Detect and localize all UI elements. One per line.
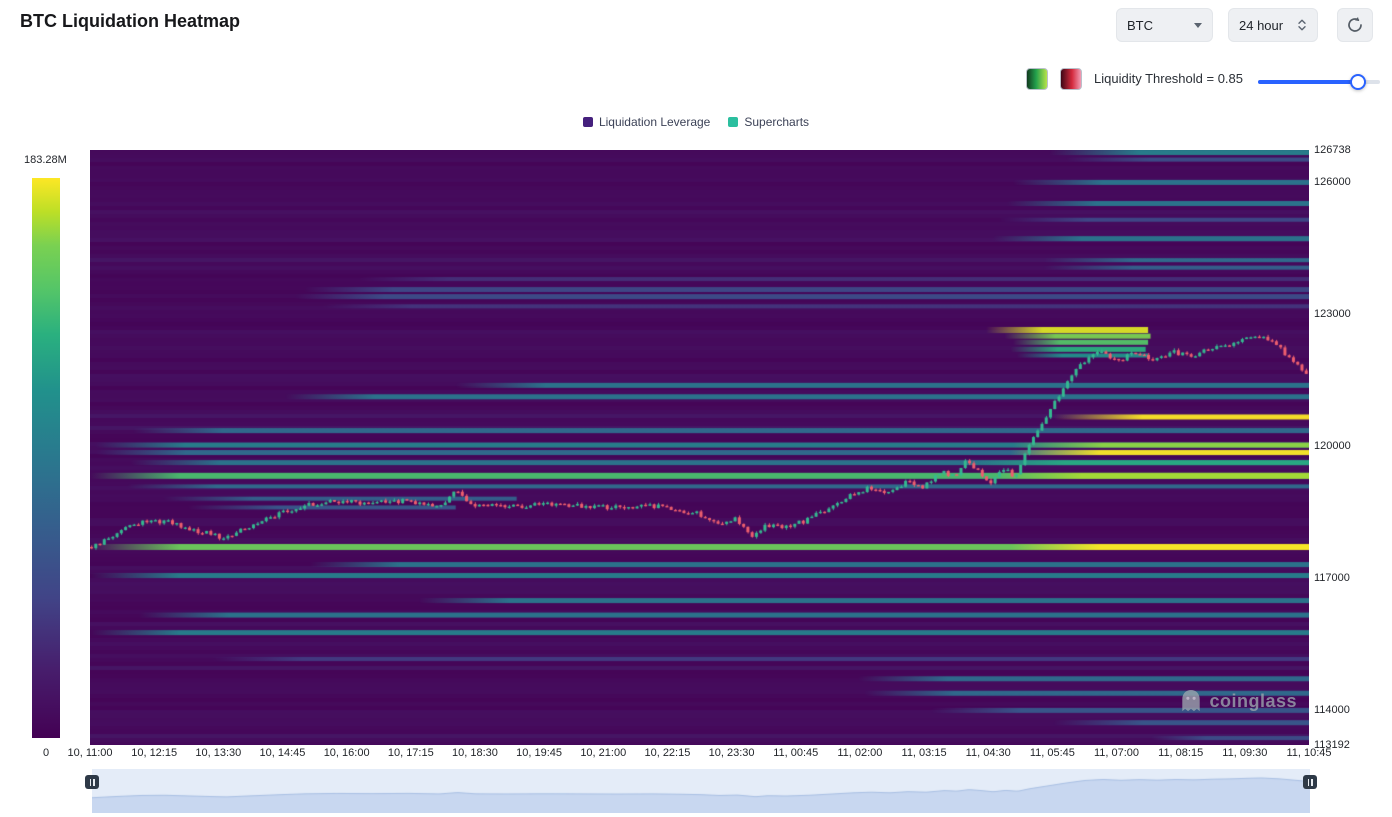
interval-select[interactable]: 24 hour <box>1228 8 1318 42</box>
colorbar-gradient <box>32 178 60 738</box>
threshold-label: Liquidity Threshold = 0.85 <box>1094 71 1243 86</box>
x-axis-label: 10, 18:30 <box>452 747 498 759</box>
x-axis-label: 11, 07:00 <box>1093 747 1140 759</box>
up-down-chevrons-icon <box>1298 19 1306 31</box>
heatmap-chart-area: coinglass <box>90 150 1309 745</box>
y-axis-label: 126738 <box>1314 144 1351 156</box>
x-axis-label: 11, 09:30 <box>1222 747 1268 759</box>
slider-fill <box>1258 80 1359 84</box>
refresh-button[interactable] <box>1337 8 1373 42</box>
x-axis-label: 10, 11:00 <box>67 747 113 759</box>
page-title: BTC Liquidation Heatmap <box>20 11 240 31</box>
x-axis-label: 10, 22:15 <box>644 747 691 759</box>
legend-swatch-teal <box>728 117 739 127</box>
symbol-select[interactable]: BTC <box>1116 8 1213 42</box>
y-axis-label: 114000 <box>1314 703 1350 716</box>
threshold-row: Liquidity Threshold = 0.85 <box>0 66 1392 94</box>
y-axis-label: 123000 <box>1314 308 1351 321</box>
colorbar-min-label: 0 <box>42 747 50 759</box>
navigator-left-handle[interactable] <box>85 775 99 789</box>
symbol-select-value: BTC <box>1127 17 1153 33</box>
x-axis-label: 10, 21:00 <box>580 747 627 759</box>
chart-legend: Liquidation Leverage Supercharts <box>0 115 1392 129</box>
chevron-down-icon <box>1194 22 1202 28</box>
y-axis-label: 120000 <box>1314 439 1351 452</box>
x-axis-label: 11, 08:15 <box>1158 747 1204 759</box>
navigator-right-handle[interactable] <box>1303 775 1317 789</box>
heatmap-canvas[interactable] <box>90 150 1309 745</box>
legend-item-liquidation-leverage[interactable]: Liquidation Leverage <box>582 115 711 129</box>
legend-label: Liquidation Leverage <box>598 115 711 129</box>
long-colormap-swatch[interactable] <box>1026 68 1048 90</box>
refresh-icon <box>1348 17 1362 32</box>
time-axis: 10, 11:00 10, 12:15 10, 13:30 10, 14:45 10, … <box>67 747 1331 763</box>
x-axis-label: 10, 23:30 <box>708 747 755 759</box>
interval-select-value: 24 hour <box>1239 17 1284 33</box>
y-axis-label: 126000 <box>1314 176 1351 189</box>
y-axis-label: 113192 <box>1314 739 1350 751</box>
x-axis-label: 11, 02:00 <box>837 747 883 759</box>
range-navigator[interactable] <box>85 769 1317 813</box>
x-axis-label: 10, 14:45 <box>259 747 306 759</box>
short-colormap-swatch[interactable] <box>1060 68 1082 90</box>
x-axis-label: 11, 03:15 <box>901 747 947 759</box>
x-axis-label: 11, 10:45 <box>1286 747 1332 759</box>
legend-item-supercharts[interactable]: Supercharts <box>728 115 809 129</box>
x-axis-label: 11, 04:30 <box>965 747 1011 759</box>
slider-handle[interactable] <box>1350 74 1367 90</box>
navigator-canvas[interactable] <box>92 769 1310 813</box>
x-axis-label: 10, 19:45 <box>516 747 563 759</box>
x-axis-label: 11, 05:45 <box>1029 747 1075 759</box>
y-axis-label: 117000 <box>1314 571 1350 584</box>
legend-label: Supercharts <box>744 115 810 129</box>
x-axis-label: 10, 13:30 <box>195 747 242 759</box>
x-axis-label: 10, 12:15 <box>131 747 178 759</box>
x-axis-label: 11, 00:45 <box>773 747 819 759</box>
threshold-slider[interactable] <box>1258 74 1380 90</box>
x-axis-label: 10, 16:00 <box>323 747 370 759</box>
colorbar-max-label: 183.28M <box>24 154 67 166</box>
legend-swatch-purple <box>582 117 593 127</box>
price-axis: 126738 126000 123000 120000 117000 114000 1131… <box>1314 144 1386 751</box>
x-axis-label: 10, 17:15 <box>387 747 434 759</box>
